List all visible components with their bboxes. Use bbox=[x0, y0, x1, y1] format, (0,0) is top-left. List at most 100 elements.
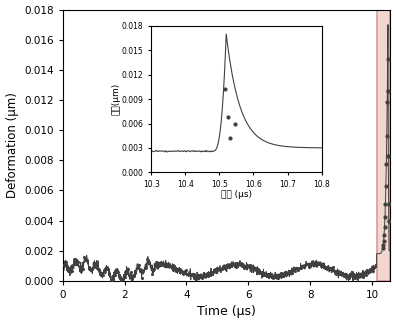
Point bbox=[353, 273, 360, 278]
Point bbox=[124, 267, 131, 272]
Point bbox=[200, 273, 207, 278]
Point bbox=[132, 269, 139, 274]
Point bbox=[202, 273, 208, 279]
Point bbox=[288, 271, 295, 276]
Point bbox=[333, 271, 339, 276]
Point bbox=[126, 272, 132, 277]
Y-axis label: Deformation (μm): Deformation (μm) bbox=[6, 92, 19, 198]
Point bbox=[168, 263, 174, 269]
Point bbox=[276, 273, 282, 279]
Point bbox=[261, 270, 267, 275]
Bar bbox=[377, 9, 390, 281]
Point bbox=[298, 265, 304, 270]
Point bbox=[66, 265, 72, 270]
Point bbox=[81, 255, 88, 260]
Point bbox=[148, 264, 154, 269]
Point bbox=[61, 263, 67, 268]
Point bbox=[83, 256, 89, 261]
Point bbox=[135, 262, 142, 268]
Point bbox=[278, 271, 284, 276]
Point bbox=[155, 261, 162, 266]
Point bbox=[336, 272, 343, 277]
Point bbox=[259, 270, 265, 275]
Point bbox=[107, 277, 114, 283]
Point bbox=[382, 201, 388, 206]
Point bbox=[110, 272, 117, 277]
Point bbox=[69, 268, 75, 273]
Point bbox=[101, 267, 108, 272]
Point bbox=[322, 265, 329, 270]
Point bbox=[199, 275, 205, 280]
Point bbox=[273, 275, 279, 280]
Point bbox=[228, 263, 234, 268]
Point bbox=[174, 266, 180, 272]
Point bbox=[262, 272, 268, 277]
Point bbox=[216, 267, 222, 272]
Point bbox=[295, 268, 301, 273]
Point bbox=[169, 262, 176, 267]
Point bbox=[321, 263, 327, 268]
Point bbox=[191, 275, 197, 281]
Point bbox=[91, 265, 97, 270]
Point bbox=[209, 270, 216, 275]
Point bbox=[313, 260, 320, 266]
Point bbox=[163, 262, 169, 267]
Point bbox=[64, 263, 70, 269]
Point bbox=[67, 269, 74, 274]
Point bbox=[270, 275, 276, 280]
Point bbox=[106, 271, 112, 276]
Point bbox=[217, 267, 224, 272]
Point bbox=[299, 263, 305, 268]
Point bbox=[109, 278, 115, 284]
Point bbox=[239, 264, 245, 269]
Point bbox=[344, 272, 350, 278]
Point bbox=[151, 266, 157, 272]
Point bbox=[301, 264, 307, 270]
Point bbox=[219, 266, 225, 272]
Point bbox=[330, 265, 337, 270]
Point bbox=[128, 270, 134, 275]
Point bbox=[214, 265, 221, 270]
Point bbox=[123, 270, 129, 275]
Point bbox=[253, 266, 259, 271]
Point bbox=[358, 272, 364, 278]
Point bbox=[318, 263, 324, 268]
Point bbox=[384, 134, 390, 139]
Point bbox=[114, 267, 120, 272]
Point bbox=[185, 272, 191, 277]
Point bbox=[220, 264, 227, 269]
Point bbox=[381, 225, 388, 230]
Point bbox=[158, 261, 165, 266]
Point bbox=[285, 270, 291, 275]
Point bbox=[139, 275, 145, 281]
Point bbox=[248, 266, 255, 271]
Point bbox=[227, 262, 233, 267]
Point bbox=[385, 154, 392, 159]
Point bbox=[143, 264, 149, 270]
Point bbox=[222, 264, 228, 269]
Point bbox=[244, 264, 250, 270]
Point bbox=[134, 265, 140, 271]
Point bbox=[177, 269, 183, 274]
Point bbox=[341, 273, 347, 278]
Point bbox=[86, 265, 92, 270]
Point bbox=[149, 271, 156, 276]
Point bbox=[312, 263, 318, 268]
Point bbox=[72, 259, 78, 264]
Point bbox=[145, 257, 151, 262]
Point bbox=[329, 265, 335, 270]
Point bbox=[327, 265, 333, 271]
Point bbox=[225, 263, 231, 268]
Point bbox=[105, 267, 111, 272]
Point bbox=[223, 265, 230, 270]
Point bbox=[383, 184, 389, 189]
Point bbox=[171, 265, 177, 271]
Point bbox=[78, 268, 84, 273]
Point bbox=[304, 261, 310, 266]
Point bbox=[88, 268, 94, 273]
Point bbox=[265, 273, 272, 278]
Point bbox=[98, 273, 105, 278]
Point bbox=[367, 266, 373, 272]
Point bbox=[324, 267, 330, 272]
Point bbox=[230, 261, 236, 267]
